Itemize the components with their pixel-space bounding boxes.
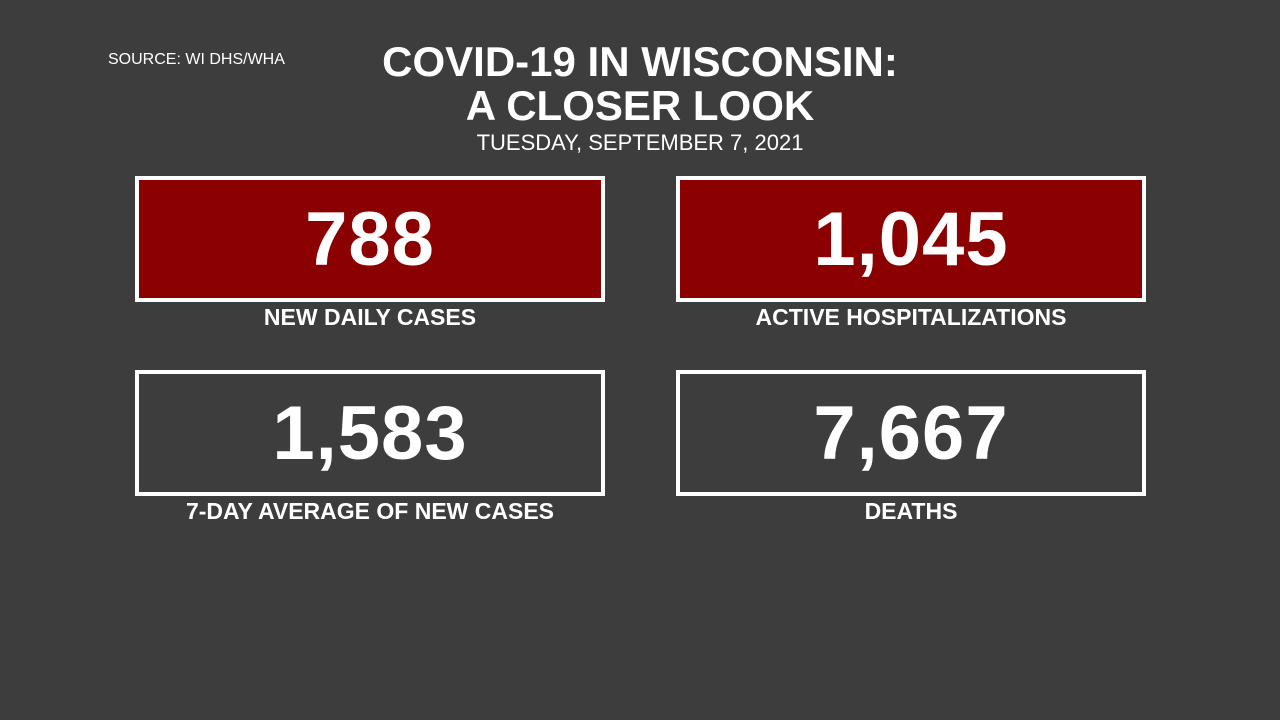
stat-value: 7,667	[676, 370, 1146, 496]
stat-label: 7-DAY AVERAGE OF NEW CASES	[185, 498, 555, 524]
title-line: COVID-19 IN WISCONSIN:	[382, 38, 898, 85]
stat-value: 1,583	[135, 370, 605, 496]
title-line: A CLOSER LOOK	[465, 82, 815, 129]
stat-value: 788	[135, 176, 605, 302]
stat-label: ACTIVE HOSPITALIZATIONS	[755, 304, 1067, 330]
source: SOURCE: WI DHS/WHA	[108, 51, 285, 68]
date: TUESDAY, SEPTEMBER 7, 2021	[476, 130, 804, 155]
stat-label: NEW DAILY CASES	[263, 304, 477, 330]
stat-label: DEATHS	[864, 498, 958, 524]
stat-value: 1,045	[676, 176, 1146, 302]
